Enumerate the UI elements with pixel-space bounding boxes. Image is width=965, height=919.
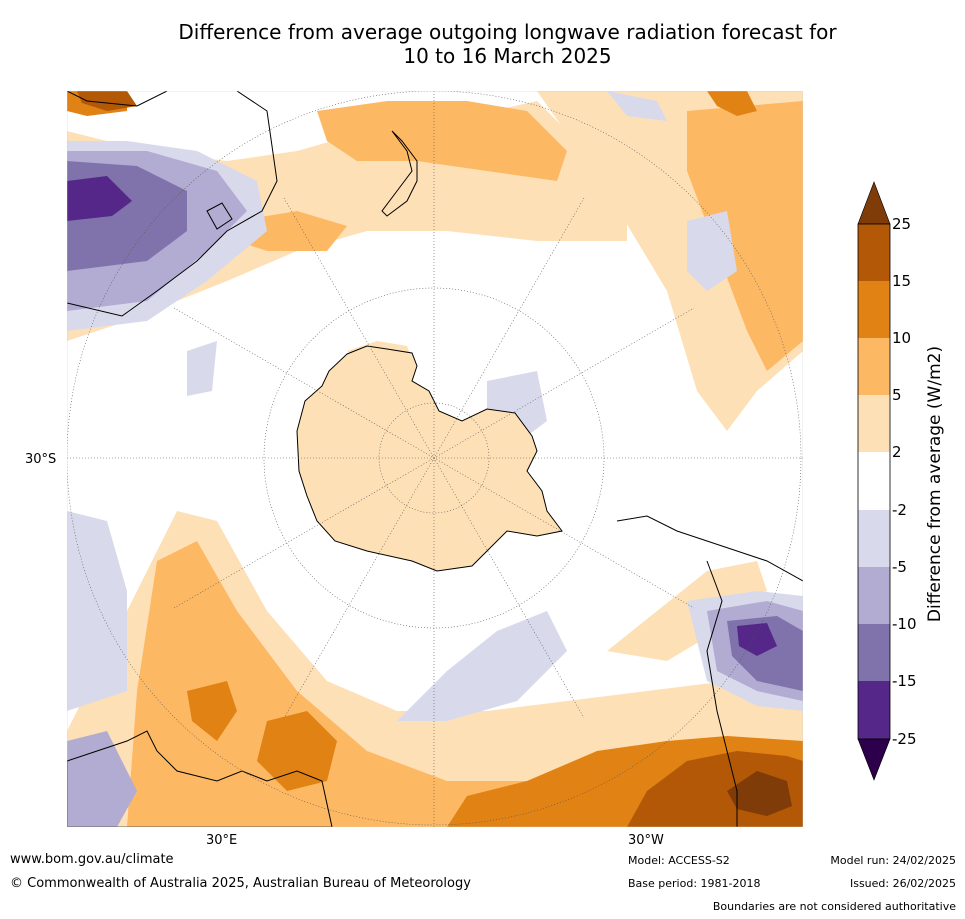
south-america-coastline — [616, 515, 803, 827]
colorbar — [857, 181, 891, 781]
anomaly-band-10to15 — [707, 91, 757, 116]
anomaly-band-m2tom5 — [687, 211, 737, 291]
madagascar-coastline — [206, 202, 233, 230]
colorbar-swatch-m15tom25 — [858, 681, 890, 739]
anomaly-band-m15tom25 — [737, 623, 777, 656]
anomaly-band-2to5 — [607, 561, 767, 661]
anomaly-band-10to15 — [187, 681, 237, 741]
australia-coastline — [67, 730, 333, 827]
latitude-circle — [67, 91, 802, 826]
anomaly-band-15to25 — [77, 91, 137, 111]
colorbar-tick: 2 — [892, 443, 902, 461]
colorbar-swatch-10to15 — [858, 281, 890, 338]
meridian-line — [283, 197, 585, 719]
new-zealand-coastline — [381, 130, 418, 217]
colorbar-swatch-15to25 — [858, 224, 890, 281]
colorbar-under-triangle — [857, 738, 891, 781]
colorbar-swatch-neutral — [858, 452, 890, 510]
lat-label-30s: 30°S — [25, 452, 57, 467]
title-line-2: 10 to 16 March 2025 — [403, 44, 612, 68]
colorbar-tick: -5 — [892, 558, 907, 576]
colorbar-swatch-m10tom15 — [858, 624, 890, 681]
base-period: Base period: 1981-2018 — [628, 877, 761, 890]
colorbar-swatch-m2tom5 — [858, 510, 890, 567]
colorbar-swatch-2to5 — [858, 395, 890, 452]
lon-label-30w: 30°W — [628, 833, 664, 848]
anomaly-band-over25 — [727, 771, 792, 816]
colorbar-swatch-m5tom10 — [858, 567, 890, 624]
anomaly-band-m15tom25 — [67, 176, 132, 221]
colorbar-label: Difference from average (W/m2) — [925, 345, 945, 623]
colorbar-tick: 25 — [892, 215, 912, 233]
anomaly-band-m2tom5 — [397, 611, 567, 721]
model-name: Model: ACCESS-S2 — [628, 854, 730, 867]
colorbar-tick: 10 — [892, 329, 912, 347]
title-line-1: Difference from average outgoing longwav… — [178, 20, 837, 44]
africa-coastline — [67, 91, 278, 317]
colorbar-tick: -2 — [892, 501, 907, 519]
anomaly-band-5to10 — [317, 101, 567, 181]
polar-map — [67, 91, 803, 827]
anomaly-band-5to10 — [687, 101, 803, 371]
map-title: Difference from average outgoing longwav… — [0, 20, 965, 68]
antarctica-coastline — [296, 345, 563, 572]
anomaly-band-10to15 — [257, 711, 337, 791]
colorbar-over-triangle — [857, 181, 891, 225]
website-link[interactable]: www.bom.gov.au/climate — [10, 852, 174, 867]
colorbar-tick: 5 — [892, 386, 902, 404]
colorbar-tick: -25 — [892, 730, 917, 748]
boundaries-disclaimer: Boundaries are not considered authoritat… — [712, 900, 956, 913]
anomaly-band-m2tom5 — [67, 511, 127, 711]
issued-date: Issued: 26/02/2025 — [849, 877, 956, 890]
anomaly-band-2to5 — [67, 91, 803, 431]
colorbar-tick: -10 — [892, 615, 917, 633]
anomaly-band-m2tom5 — [607, 91, 667, 121]
colorbar-tick: 15 — [892, 272, 912, 290]
colorbar-swatch-5to10 — [858, 338, 890, 395]
lon-label-30e: 30°E — [206, 833, 238, 848]
anomaly-band-m2tom5 — [187, 341, 217, 396]
colorbar-tick: -15 — [892, 672, 917, 690]
model-run-date: Model run: 24/02/2025 — [830, 854, 956, 867]
copyright-text: © Commonwealth of Australia 2025, Austra… — [10, 876, 471, 891]
